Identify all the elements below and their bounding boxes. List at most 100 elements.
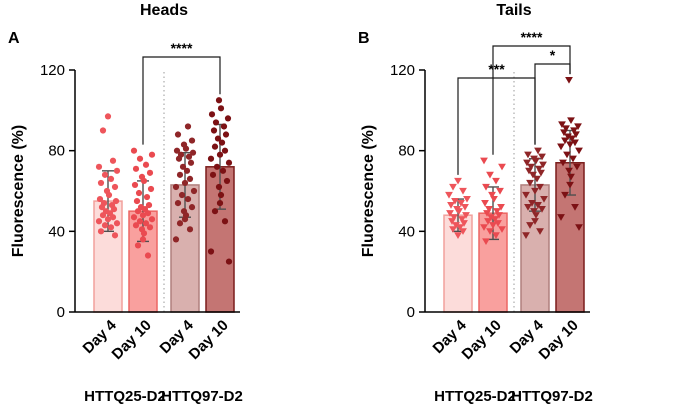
data-point xyxy=(97,179,105,187)
data-point xyxy=(211,143,219,150)
data-point xyxy=(446,210,454,217)
data-point xyxy=(536,183,544,191)
data-point xyxy=(563,151,571,159)
data-point xyxy=(215,183,223,191)
data-point xyxy=(498,226,506,233)
data-point xyxy=(109,157,117,164)
data-point xyxy=(209,171,217,178)
data-point xyxy=(190,187,198,195)
data-point xyxy=(174,131,182,138)
data-point xyxy=(575,224,583,231)
data-point xyxy=(98,204,106,211)
data-point xyxy=(570,127,578,135)
data-point xyxy=(207,155,215,162)
sig-label: * xyxy=(550,47,556,63)
panel-title-tails: Tails xyxy=(496,2,532,19)
data-point xyxy=(525,167,533,175)
data-point xyxy=(492,177,500,185)
x-tick-label: Day 10 xyxy=(186,317,232,363)
data-point xyxy=(486,171,494,179)
data-point xyxy=(535,165,543,173)
data-point xyxy=(457,200,465,207)
data-point xyxy=(139,236,147,243)
y-tick-label: 120 xyxy=(390,62,415,79)
data-point xyxy=(179,163,187,170)
group-label-httq97: HTTQ97-D2 xyxy=(511,388,593,405)
data-point xyxy=(140,177,148,185)
data-point xyxy=(574,123,582,131)
data-point xyxy=(132,165,140,172)
data-point xyxy=(95,218,103,225)
data-point xyxy=(110,206,118,213)
data-point xyxy=(493,208,501,215)
y-tick-label: 80 xyxy=(398,143,415,160)
data-point xyxy=(113,220,121,227)
sig-label: **** xyxy=(521,29,543,45)
sig-bracket xyxy=(142,56,221,145)
data-point xyxy=(567,173,575,181)
data-point xyxy=(218,139,226,146)
data-point xyxy=(486,228,494,235)
data-point xyxy=(95,163,103,170)
data-point xyxy=(104,216,112,223)
data-point xyxy=(449,226,457,233)
data-point xyxy=(109,214,117,221)
data-point xyxy=(557,143,565,151)
data-point xyxy=(532,212,540,219)
data-point xyxy=(136,155,144,162)
data-point xyxy=(220,123,228,130)
data-point xyxy=(522,191,530,199)
y-tick-label: 0 xyxy=(57,304,65,321)
data-point xyxy=(533,175,541,183)
data-point xyxy=(225,159,233,166)
data-point xyxy=(99,212,107,219)
group-label-httq25: HTTQ25-D2 xyxy=(84,388,166,405)
data-point xyxy=(216,200,224,207)
data-point xyxy=(211,208,219,215)
data-point xyxy=(560,129,568,137)
data-point xyxy=(131,181,139,189)
data-point xyxy=(539,161,547,169)
data-point xyxy=(182,145,190,152)
data-point xyxy=(181,216,189,223)
data-point xyxy=(575,147,583,155)
sig-label: **** xyxy=(171,40,193,56)
data-point xyxy=(208,111,216,118)
data-point xyxy=(184,195,192,203)
data-point xyxy=(147,185,155,193)
data-point xyxy=(538,153,546,161)
data-point xyxy=(101,222,109,229)
data-point xyxy=(491,216,499,223)
data-point xyxy=(538,206,546,213)
data-point xyxy=(528,200,536,207)
data-point xyxy=(483,210,491,217)
panel-letter-b: B xyxy=(358,30,370,47)
data-point xyxy=(480,224,488,231)
data-point xyxy=(221,147,229,154)
data-point xyxy=(130,147,138,154)
data-point xyxy=(188,137,196,144)
data-point xyxy=(215,97,223,104)
data-point xyxy=(113,167,121,174)
panel-letter-a: A xyxy=(8,30,20,47)
data-point xyxy=(524,151,532,159)
data-point xyxy=(572,131,580,139)
data-point xyxy=(212,119,220,126)
data-point xyxy=(526,179,534,187)
data-point xyxy=(480,157,488,165)
data-point xyxy=(460,220,468,227)
data-point xyxy=(492,232,500,239)
data-point xyxy=(185,153,193,160)
data-point xyxy=(134,208,142,215)
data-point xyxy=(532,157,540,165)
data-point xyxy=(455,208,463,215)
y-tick-label: 40 xyxy=(48,223,65,240)
x-tick-label: Day 10 xyxy=(109,317,155,363)
data-point xyxy=(173,147,181,154)
data-point xyxy=(534,202,542,209)
data-point xyxy=(132,222,140,229)
data-point xyxy=(135,189,143,197)
data-point xyxy=(573,163,581,171)
